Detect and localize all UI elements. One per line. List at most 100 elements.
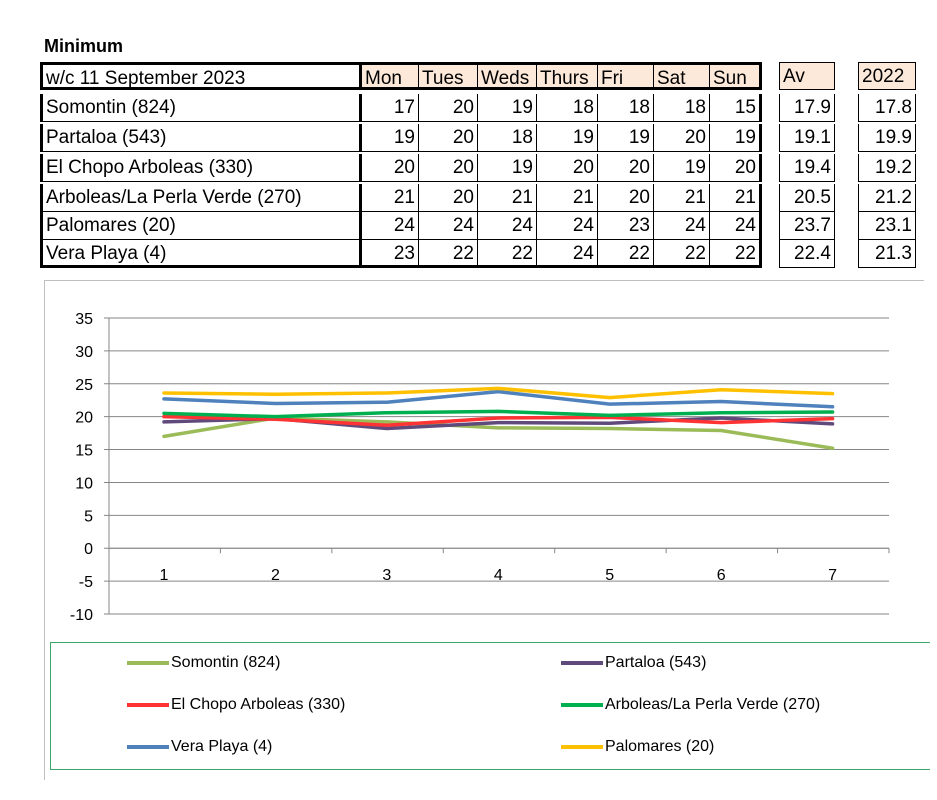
table-cell: 21 [654, 184, 710, 212]
x-tick-label: 4 [494, 567, 503, 584]
table-cell: 24 [710, 212, 762, 240]
day-header-sat: Sat [654, 62, 710, 90]
y-tick-label: -10 [70, 607, 93, 624]
table-cell: 18 [478, 124, 537, 152]
row-label: Partaloa (543) [40, 124, 362, 152]
table-cell: 20 [710, 154, 762, 182]
table-cell: 24 [537, 212, 598, 240]
week-label: w/c 11 September 2023 [40, 62, 362, 90]
table-cell: 19 [362, 124, 419, 152]
table-cell: 19 [654, 154, 710, 182]
day-header-sun: Sun [710, 62, 762, 90]
legend-item: Somontin (824) [127, 653, 280, 673]
y-tick-label: 15 [75, 443, 93, 460]
legend-swatch [561, 661, 603, 665]
x-tick-label: 2 [271, 567, 280, 584]
legend-item: Palomares (20) [561, 737, 714, 757]
table-cell: 23 [598, 212, 654, 240]
y-tick-label: 30 [75, 344, 93, 361]
legend-item: El Chopo Arboleas (330) [127, 695, 345, 715]
table-cell: 21 [478, 184, 537, 212]
x-tick-label: 3 [382, 567, 391, 584]
table-cell: 19 [598, 124, 654, 152]
table-cell: 22 [419, 240, 478, 268]
y-tick-label: 5 [84, 508, 93, 525]
table-cell: 20 [419, 94, 478, 122]
y-tick-label: -5 [79, 574, 93, 591]
table-title: Minimum [44, 36, 123, 56]
table-cell: 15 [710, 94, 762, 122]
y-tick-label: 25 [75, 377, 93, 394]
x-tick-label: 1 [160, 567, 169, 584]
legend-label: Partaloa (543) [605, 654, 707, 671]
legend-item: Vera Playa (4) [127, 737, 272, 757]
avg-cell: 19.1 [779, 124, 835, 152]
series-line-el-chopo-arboleas-330 [162, 414, 835, 427]
y-tick-label: 20 [75, 410, 93, 427]
table-cell: 18 [598, 94, 654, 122]
series-line-arboleas-la-perla-verde-270 [162, 409, 835, 419]
table-cell: 24 [654, 212, 710, 240]
row-label: Vera Playa (4) [40, 240, 362, 268]
table-cell: 22 [654, 240, 710, 268]
row-label: El Chopo Arboleas (330) [40, 154, 362, 182]
legend-label: Vera Playa (4) [171, 738, 273, 755]
series-line-vera-playa-4 [162, 389, 835, 409]
table-cell: 24 [478, 212, 537, 240]
prev-year-header: 2022 [858, 62, 916, 90]
series-line-palomares-20 [162, 386, 835, 400]
row-label: Somontin (824) [40, 94, 362, 122]
legend-item: Arboleas/La Perla Verde (270) [561, 695, 820, 715]
table-cell: 22 [710, 240, 762, 268]
table-cell: 19 [478, 94, 537, 122]
table-cell: 20 [598, 184, 654, 212]
table-cell: 21 [362, 184, 419, 212]
legend-swatch [561, 703, 603, 707]
avg-cell: 17.9 [779, 94, 835, 122]
table-cell: 20 [598, 154, 654, 182]
avg-cell: 23.7 [779, 212, 835, 240]
table-cell: 24 [419, 212, 478, 240]
table-cell: 22 [598, 240, 654, 268]
legend-label: Arboleas/La Perla Verde (270) [605, 696, 821, 713]
legend-swatch [127, 661, 169, 665]
prev-year-cell: 23.1 [858, 212, 916, 240]
table-cell: 22 [478, 240, 537, 268]
avg-cell: 22.4 [779, 240, 835, 268]
x-tick-label: 7 [828, 567, 837, 584]
prev-year-cell: 19.2 [858, 154, 916, 182]
table-cell: 19 [710, 124, 762, 152]
table-cell: 24 [537, 240, 598, 268]
day-header-tues: Tues [419, 62, 478, 90]
y-tick-label: 10 [75, 475, 93, 492]
prev-year-cell: 17.8 [858, 94, 916, 122]
table-cell: 20 [654, 124, 710, 152]
table-cell: 20 [362, 154, 419, 182]
table-cell: 20 [419, 154, 478, 182]
table-cell: 21 [537, 184, 598, 212]
avg-cell: 19.4 [779, 154, 835, 182]
line-chart: 35 30 25 20 15 10 5 0 -5 -10 1 2 3 4 5 6 7 [70, 311, 890, 624]
day-header-fri: Fri [598, 62, 654, 90]
row-label: Palomares (20) [40, 212, 362, 240]
y-tick-label: 35 [75, 311, 93, 328]
day-header-thurs: Thurs [537, 62, 598, 90]
legend-label: Palomares (20) [605, 738, 715, 755]
chart-legend: Somontin (824) Partaloa (543) El Chopo Arb… [50, 642, 930, 770]
avg-cell: 20.5 [779, 184, 835, 212]
table-cell: 21 [710, 184, 762, 212]
table-cell: 23 [362, 240, 419, 268]
y-tick-label: 0 [84, 541, 93, 558]
prev-year-cell: 21.3 [858, 240, 916, 268]
chart-area: 35 30 25 20 15 10 5 0 -5 -10 1 2 3 4 5 6 7 [44, 280, 924, 780]
legend-item: Partaloa (543) [561, 653, 706, 673]
prev-year-cell: 19.9 [858, 124, 916, 152]
table-cell: 20 [537, 154, 598, 182]
prev-year-cell: 21.2 [858, 184, 916, 212]
table-cell: 18 [654, 94, 710, 122]
legend-swatch [127, 703, 169, 707]
x-tick-label: 6 [717, 567, 726, 584]
day-header-mon: Mon [362, 62, 419, 90]
legend-swatch [561, 745, 603, 749]
row-label: Arboleas/La Perla Verde (270) [40, 184, 362, 212]
